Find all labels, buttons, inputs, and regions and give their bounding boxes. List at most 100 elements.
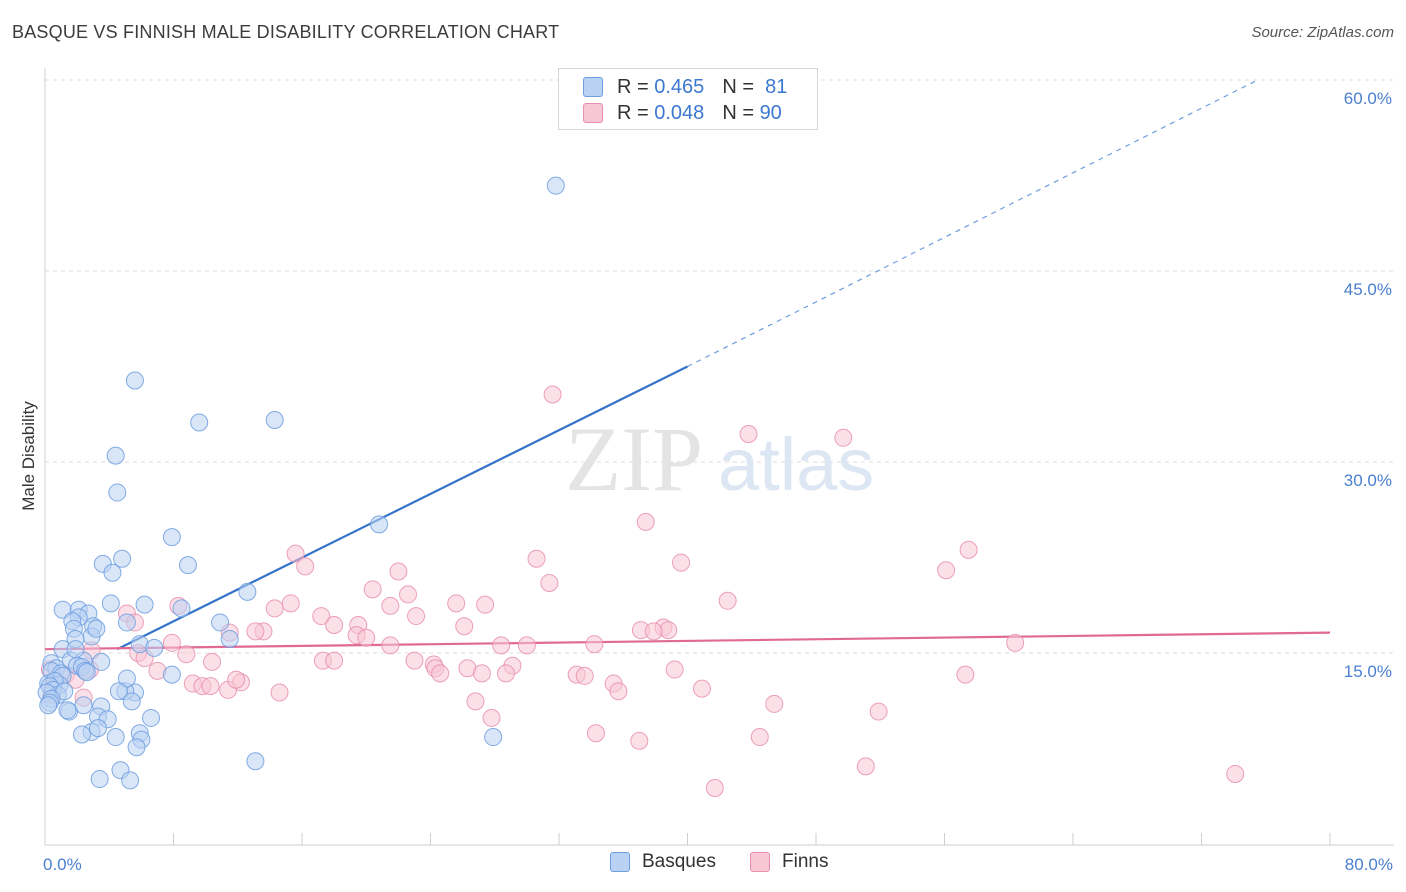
basques-point-64 bbox=[127, 738, 146, 757]
basques-n-label: N = bbox=[722, 75, 754, 98]
basques-point-75 bbox=[162, 665, 181, 684]
axes bbox=[44, 68, 1394, 846]
basques-point-23 bbox=[211, 613, 230, 632]
watermark: ZIP atlas bbox=[565, 408, 874, 510]
finns-point-31 bbox=[246, 622, 265, 641]
finns-point-53 bbox=[644, 622, 663, 641]
basques-point-78 bbox=[66, 640, 85, 659]
y-axis-label: Male Disability bbox=[19, 401, 38, 511]
series-legend: Basques Finns bbox=[0, 851, 1406, 879]
finns-point-89 bbox=[1226, 764, 1245, 783]
basques-point-66 bbox=[90, 770, 109, 789]
finns-point-88 bbox=[705, 778, 724, 797]
y-tick-label-30: 30.0% bbox=[1344, 471, 1392, 490]
source-label: Source: ZipAtlas.com bbox=[1251, 24, 1394, 41]
basques-point-68 bbox=[246, 752, 265, 771]
finns-point-5 bbox=[286, 544, 305, 563]
finns-point-72 bbox=[227, 670, 246, 689]
finns-n-value: 90 bbox=[759, 101, 782, 124]
finns-point-6 bbox=[527, 549, 546, 568]
basques-legend-label: Basques bbox=[642, 851, 716, 872]
finns-point-87 bbox=[856, 757, 875, 776]
finns-point-18 bbox=[476, 595, 495, 614]
finns-legend-label: Finns bbox=[782, 851, 829, 872]
grid-lines bbox=[45, 79, 1394, 654]
basques-point-76 bbox=[92, 652, 111, 671]
finns-point-39 bbox=[585, 635, 604, 654]
finns-point-76 bbox=[692, 679, 711, 698]
finns-point-7 bbox=[672, 553, 691, 572]
tick-labels: 15.0% 30.0% 45.0% 60.0% 0.0% 80.0% bbox=[43, 89, 1393, 874]
basques-point-18 bbox=[135, 595, 154, 614]
basques-swatch bbox=[583, 77, 603, 97]
finns-swatch bbox=[583, 103, 603, 123]
basques-r-label: R = bbox=[617, 75, 649, 98]
finns-point-35 bbox=[162, 633, 181, 652]
finns-point-49 bbox=[203, 652, 222, 671]
finns-legend-swatch bbox=[750, 852, 770, 872]
basques-point-21 bbox=[117, 613, 136, 632]
finns-point-40 bbox=[1006, 633, 1025, 652]
finns-point-9 bbox=[296, 557, 315, 576]
basques-point-73 bbox=[117, 669, 136, 688]
finns-point-2 bbox=[834, 428, 853, 447]
y-tick-label-60: 60.0% bbox=[1344, 89, 1392, 108]
finns-point-43 bbox=[177, 645, 196, 664]
basques-point-72 bbox=[122, 692, 141, 711]
basques-point-8 bbox=[113, 549, 132, 568]
basques-legend-swatch bbox=[610, 852, 630, 872]
basques-point-4 bbox=[106, 446, 125, 465]
finns-point-81 bbox=[765, 694, 784, 713]
basques-point-12 bbox=[238, 582, 257, 601]
watermark-zip: ZIP bbox=[565, 408, 703, 510]
finns-point-74 bbox=[609, 682, 628, 701]
finns-point-62 bbox=[496, 664, 515, 683]
finns-point-4 bbox=[959, 540, 978, 559]
basques-point-53 bbox=[74, 696, 93, 715]
finns-point-38 bbox=[517, 636, 536, 655]
finns-point-22 bbox=[312, 607, 331, 626]
finns-point-20 bbox=[381, 596, 400, 615]
finns-point-60 bbox=[431, 664, 450, 683]
finns-point-26 bbox=[455, 617, 474, 636]
finns-point-36 bbox=[381, 636, 400, 655]
basques-n-value: 81 bbox=[765, 75, 788, 98]
basques-point-10 bbox=[178, 556, 197, 575]
legend-item-basques[interactable]: Basques bbox=[610, 851, 716, 873]
finns-n-label: N = bbox=[722, 101, 754, 124]
basques-point-60 bbox=[106, 728, 125, 747]
finns-point-75 bbox=[270, 683, 289, 702]
chart-title: BASQUE VS FINNISH MALE DISABILITY CORREL… bbox=[12, 22, 560, 42]
finns-point-86 bbox=[586, 724, 605, 743]
basques-point-27 bbox=[220, 629, 239, 648]
finns-point-85 bbox=[750, 728, 769, 747]
basques-point-17 bbox=[101, 594, 120, 613]
finns-point-65 bbox=[956, 665, 975, 684]
basques-point-1 bbox=[125, 371, 144, 390]
basques-point-3 bbox=[265, 410, 284, 429]
trend-lines bbox=[44, 79, 1331, 651]
basques-point-0 bbox=[546, 176, 565, 195]
basques-point-77 bbox=[145, 638, 164, 657]
finns-point-19 bbox=[265, 599, 284, 618]
basques-point-50 bbox=[39, 696, 58, 715]
finns-r-label: R = bbox=[617, 101, 649, 124]
finns-point-33 bbox=[357, 628, 376, 647]
finns-point-0 bbox=[543, 385, 562, 404]
finns-point-84 bbox=[630, 731, 649, 750]
basques-point-79 bbox=[87, 619, 106, 638]
basques-r-value: 0.465 bbox=[654, 75, 705, 98]
basques-point-2 bbox=[190, 413, 209, 432]
basques-point-67 bbox=[121, 771, 140, 790]
finns-point-80 bbox=[466, 692, 485, 711]
y-tick-label-15: 15.0% bbox=[1344, 662, 1392, 681]
finns-point-24 bbox=[325, 615, 344, 634]
stats-legend: R = 0.465 N = 81 R = 0.048 N = 90 bbox=[558, 68, 818, 130]
finns-point-17 bbox=[447, 594, 466, 613]
basques-point-5 bbox=[108, 483, 127, 502]
legend-item-finns[interactable]: Finns bbox=[750, 851, 828, 873]
basques-point-52 bbox=[58, 701, 77, 720]
basques-point-57 bbox=[142, 708, 161, 727]
basques-trend-extension bbox=[687, 79, 1258, 368]
